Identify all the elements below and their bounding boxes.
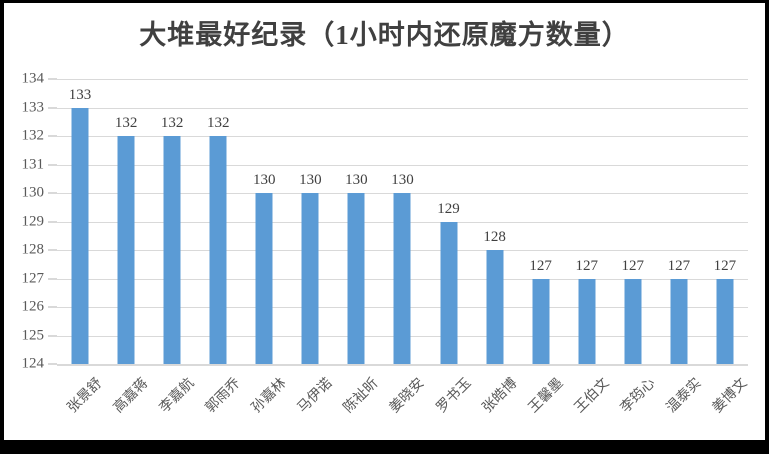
y-axis-label: 130: [21, 184, 45, 201]
bar: [578, 278, 596, 364]
y-axis-tick: [48, 306, 57, 308]
x-axis-label: 温泰实: [663, 375, 705, 417]
gridline: [57, 164, 748, 166]
bar-slot: 130 孙嘉林: [241, 79, 289, 416]
x-axis-label: 马伊诺: [295, 375, 336, 417]
bar-value-label: 130: [345, 172, 368, 188]
bars-row: 133 张景舒 132 高嘉蒋 132 李嘉航 132 郭雨乔 130 孙嘉林 130 马伊诺 130 陈…: [57, 79, 750, 417]
bar: [486, 250, 504, 364]
y-axis-label: 131: [21, 156, 45, 172]
x-axis-label: 李嘉航: [157, 375, 198, 417]
y-axis-tick: [48, 277, 57, 280]
y-axis-label: 134: [21, 70, 45, 87]
x-axis-label: 王伯文: [571, 375, 613, 417]
bar: [670, 278, 688, 364]
bar-slot: 127 李筠心: [610, 79, 658, 417]
bar-slot: 127 温泰实: [656, 79, 704, 417]
x-axis-label: 陈祉昕: [341, 375, 382, 417]
y-axis-label: 127: [21, 270, 45, 286]
gridline: [57, 136, 748, 137]
bar-value-label: 127: [621, 257, 645, 274]
bar-slot: 130 姜晓安: [379, 79, 428, 416]
bar-slot: 132 高嘉蒋: [103, 79, 151, 416]
y-axis-label: 129: [21, 213, 45, 229]
bar-value-label: 127: [529, 257, 552, 274]
y-axis-label: 128: [21, 241, 45, 258]
x-axis-label: 姜晓安: [387, 375, 428, 417]
x-axis-label: 张皓博: [479, 375, 521, 417]
gridline: [57, 79, 748, 80]
x-axis-label: 姜博文: [710, 375, 751, 417]
y-axis-label: 132: [21, 127, 45, 144]
x-axis-label: 郭雨乔: [203, 375, 244, 417]
bar-value-label: 127: [713, 257, 737, 274]
x-axis-label: 张景舒: [65, 375, 106, 417]
bar-slot: 132 李嘉航: [149, 79, 197, 416]
y-axis-label: 133: [21, 99, 45, 115]
x-axis-label: 罗书玉: [433, 375, 474, 417]
y-axis-label: 125: [21, 327, 45, 343]
chart-title: 大堆最好纪录（1小时内还原魔方数量）: [139, 20, 630, 50]
bar-slot: 133 张景舒: [57, 79, 105, 417]
y-axis-tick: [48, 334, 57, 337]
y-axis-tick: [48, 220, 57, 223]
bar-value-label: 132: [160, 115, 184, 131]
bar-slot: 130 陈祉昕: [333, 79, 382, 416]
y-axis-tick: [48, 163, 57, 166]
bar-slot: 130 马伊诺: [287, 79, 335, 416]
bar: [347, 193, 365, 364]
bar-value-label: 132: [206, 115, 230, 131]
bar: [255, 193, 273, 364]
y-axis-tick: [48, 78, 57, 80]
bar: [532, 278, 550, 364]
x-axis-label: 王馨墨: [525, 375, 567, 417]
bar: [301, 193, 319, 364]
bar-slot: 128 张皓博: [472, 79, 520, 416]
gridline: [57, 107, 748, 109]
y-axis-tick: [48, 363, 57, 365]
bar: [440, 221, 458, 364]
bar: [71, 107, 89, 364]
bar: [117, 136, 135, 364]
bar-slot: 127 王馨墨: [518, 79, 566, 417]
bar-value-label: 130: [391, 172, 414, 188]
x-axis-label: 孙嘉林: [249, 375, 290, 417]
y-axis-tick: [48, 106, 57, 109]
bar: [716, 278, 734, 364]
bar: [624, 278, 642, 364]
x-axis-label: 高嘉蒋: [111, 375, 152, 417]
bar-value-label: 133: [68, 86, 92, 103]
bar: [209, 136, 227, 364]
x-axis-line: [57, 364, 748, 366]
y-axis-label: 124: [21, 355, 45, 372]
y-axis-tick: [48, 192, 57, 194]
bar-value-label: 130: [253, 172, 276, 188]
bar-value-label: 127: [575, 257, 598, 274]
bar: [163, 136, 181, 364]
bar-value-label: 130: [299, 172, 322, 188]
y-axis-label: 126: [21, 298, 45, 315]
bar-slot: 132 郭雨乔: [195, 79, 243, 416]
bar-slot: 127 王伯文: [564, 79, 612, 417]
plot-area: 133 张景舒 132 高嘉蒋 132 李嘉航 132 郭雨乔 130 孙嘉林 130 马伊诺 130 陈…: [57, 79, 750, 417]
bar-value-label: 127: [667, 257, 691, 274]
bar-slot: 127 姜博文: [702, 79, 750, 417]
bar-value-label: 129: [437, 200, 460, 217]
bar-value-label: 128: [483, 229, 506, 245]
bar-value-label: 132: [114, 115, 138, 131]
bar: [393, 193, 411, 364]
x-axis-label: 李筠心: [617, 375, 659, 417]
bar-slot: 129 罗书玉: [426, 79, 474, 417]
y-axis-tick: [48, 249, 57, 251]
y-axis-tick: [48, 135, 57, 137]
